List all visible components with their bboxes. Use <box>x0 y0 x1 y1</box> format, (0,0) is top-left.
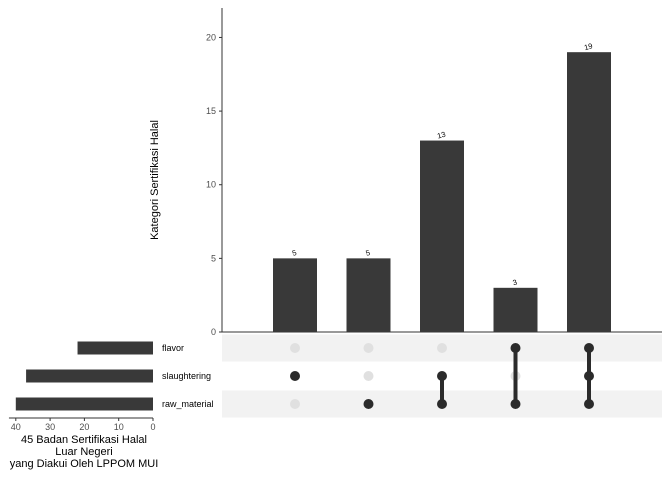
matrix-dot-active <box>363 399 374 409</box>
y-tick-label: 10 <box>206 180 216 190</box>
intersection-bar <box>273 258 317 332</box>
matrix-dot-inactive <box>290 399 300 409</box>
intersection-bar-label: 13 <box>436 130 446 141</box>
matrix-dot-active <box>437 371 447 381</box>
matrix-dot-active <box>584 399 594 409</box>
intersection-bars: 5 5 13 3 19 <box>273 41 611 332</box>
intersection-bar-label: 5 <box>291 248 297 258</box>
set-size-tick-label: 40 <box>11 422 21 432</box>
set-size-tick-label: 30 <box>45 422 55 432</box>
matrix-dot-active <box>510 343 521 353</box>
set-size-axis-title-line: 45 Badan Sertifikasi Halal <box>21 434 147 446</box>
y-axis-title: Kategori Sertifikasi Halal <box>149 120 161 240</box>
matrix-dot-active <box>510 399 521 409</box>
y-tick-label: 20 <box>206 32 216 42</box>
set-size-axis-title-line: Luar Negeri <box>55 446 112 458</box>
matrix-dot-inactive <box>363 343 374 353</box>
set-size-bar <box>77 341 153 355</box>
set-name-label: flavor <box>162 343 184 353</box>
set-size-bar <box>15 397 153 411</box>
matrix-dot-inactive <box>363 371 374 381</box>
set-size-tick-label: 0 <box>150 422 155 432</box>
set-name-label: raw_material <box>162 399 214 409</box>
intersection-bar-label: 5 <box>365 248 371 258</box>
y-tick-label: 0 <box>211 327 216 337</box>
intersection-bar-label: 3 <box>512 278 518 288</box>
y-tick-label: 5 <box>211 253 216 263</box>
set-size-axis-title-line: yang Diakui Oleh LPPOM MUI <box>10 458 159 470</box>
set-name-label: slaughtering <box>162 371 211 381</box>
intersection-bar <box>346 258 391 332</box>
set-size-tick-label: 10 <box>114 422 124 432</box>
set-size-tick-label: 20 <box>79 422 89 432</box>
matrix-dot-active <box>584 371 594 381</box>
set-size-bar <box>26 369 154 383</box>
intersection-bar <box>493 287 538 332</box>
intersection-matrix <box>290 343 594 409</box>
intersection-bar <box>567 52 611 332</box>
intersection-bar-label: 19 <box>583 41 593 52</box>
intersection-bar <box>420 140 464 332</box>
matrix-dot-inactive <box>437 343 447 353</box>
y-tick-label: 15 <box>206 106 216 116</box>
matrix-dot-active <box>584 343 594 353</box>
set-size-panel: flavor slaughtering raw_material 40 30 20 10 0 <box>8 341 214 432</box>
matrix-dot-active <box>437 399 447 409</box>
matrix-dot-inactive <box>290 343 300 353</box>
matrix-dot-active <box>290 371 300 381</box>
